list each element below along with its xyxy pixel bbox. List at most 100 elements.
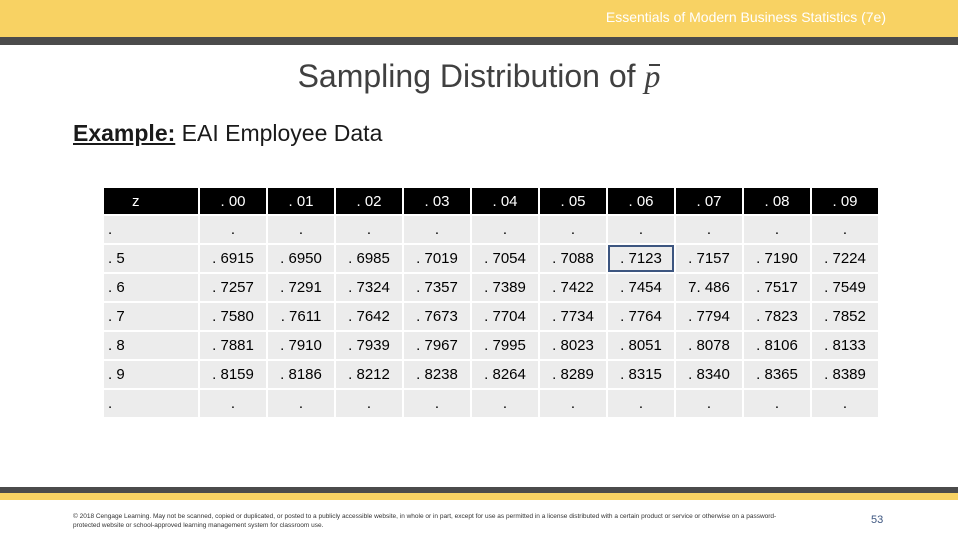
table-cell: .	[540, 216, 606, 243]
table-row: . 5. 6915. 6950. 6985. 7019. 7054. 7088.…	[104, 245, 878, 272]
table-cell: . 7357	[404, 274, 470, 301]
column-header: . 00	[200, 188, 266, 214]
slide-title-text: Sampling Distribution of	[297, 58, 645, 94]
slide-title: Sampling Distribution of p	[0, 58, 958, 95]
table-cell: . 7019	[404, 245, 470, 272]
table-cell: 7. 486	[676, 274, 742, 301]
table-cell: . 7852	[812, 303, 878, 330]
z-table: z. 00. 01. 02. 03. 04. 05. 06. 07. 08. 0…	[102, 186, 880, 419]
copyright-notice: © 2018 Cengage Learning. May not be scan…	[73, 513, 777, 529]
table-cell: . 7910	[268, 332, 334, 359]
table-cell: . 7291	[268, 274, 334, 301]
table-cell: . 7580	[200, 303, 266, 330]
table-cell: .	[268, 216, 334, 243]
table-row: ...........	[104, 390, 878, 417]
table-cell: .	[676, 390, 742, 417]
table-cell: .	[540, 390, 606, 417]
table-cell: . 8078	[676, 332, 742, 359]
table-cell: . 7704	[472, 303, 538, 330]
row-header-cell: . 8	[104, 332, 198, 359]
table-cell: . 7190	[744, 245, 810, 272]
row-header-cell: .	[104, 390, 198, 417]
table-cell: .	[404, 390, 470, 417]
table-cell: . 7995	[472, 332, 538, 359]
table-cell: . 8212	[336, 361, 402, 388]
table-cell: . 8159	[200, 361, 266, 388]
table-cell: .	[812, 216, 878, 243]
example-label: Example:	[73, 120, 176, 146]
table-cell: . 7611	[268, 303, 334, 330]
column-header: z	[104, 188, 198, 214]
table-cell: . 8133	[812, 332, 878, 359]
example-text: EAI Employee Data	[175, 120, 383, 146]
table-cell: . 8023	[540, 332, 606, 359]
example-heading: Example: EAI Employee Data	[73, 120, 382, 147]
column-header: . 01	[268, 188, 334, 214]
table-cell: . 7764	[608, 303, 674, 330]
column-header: . 06	[608, 188, 674, 214]
table-cell: . 7324	[336, 274, 402, 301]
top-banner	[0, 0, 958, 37]
table-cell: . 7054	[472, 245, 538, 272]
table-row: . 7. 7580. 7611. 7642. 7673. 7704. 7734.…	[104, 303, 878, 330]
table-row: . 8. 7881. 7910. 7939. 7967. 7995. 8023.…	[104, 332, 878, 359]
row-header-cell: . 7	[104, 303, 198, 330]
table-cell: . 7224	[812, 245, 878, 272]
column-header: . 05	[540, 188, 606, 214]
table-cell: . 8340	[676, 361, 742, 388]
table-cell: . 7454	[608, 274, 674, 301]
column-header: . 08	[744, 188, 810, 214]
table-cell: . 8264	[472, 361, 538, 388]
row-header-cell: . 6	[104, 274, 198, 301]
table-row: ...........	[104, 216, 878, 243]
table-cell: .	[608, 390, 674, 417]
table-cell: . 7157	[676, 245, 742, 272]
table-cell: .	[200, 390, 266, 417]
bottom-divider	[0, 487, 958, 493]
column-header: . 04	[472, 188, 538, 214]
table-cell: . 8289	[540, 361, 606, 388]
table-cell: . 7389	[472, 274, 538, 301]
table-header-row: z. 00. 01. 02. 03. 04. 05. 06. 07. 08. 0…	[104, 188, 878, 214]
table-cell: . 7257	[200, 274, 266, 301]
table-cell: .	[336, 216, 402, 243]
table-cell: . 7794	[676, 303, 742, 330]
table-cell: .	[336, 390, 402, 417]
table-cell: . 7517	[744, 274, 810, 301]
table-cell: .	[404, 216, 470, 243]
table-cell: . 7734	[540, 303, 606, 330]
table-cell: . 7939	[336, 332, 402, 359]
column-header: . 07	[676, 188, 742, 214]
table-cell: . 7088	[540, 245, 606, 272]
table-row: . 6. 7257. 7291. 7324. 7357. 7389. 7422.…	[104, 274, 878, 301]
table-cell: . 7673	[404, 303, 470, 330]
table-cell: . 7123	[608, 245, 674, 272]
table-cell: . 8389	[812, 361, 878, 388]
table-cell: . 7967	[404, 332, 470, 359]
table-cell: . 7422	[540, 274, 606, 301]
table-cell: .	[744, 216, 810, 243]
table-cell: . 8186	[268, 361, 334, 388]
table-cell: .	[472, 216, 538, 243]
table-cell: . 7549	[812, 274, 878, 301]
column-header: . 09	[812, 188, 878, 214]
row-header-cell: . 5	[104, 245, 198, 272]
column-header: . 03	[404, 188, 470, 214]
row-header-cell: . 9	[104, 361, 198, 388]
row-header-cell: .	[104, 216, 198, 243]
table-cell: .	[608, 216, 674, 243]
table-cell: . 6985	[336, 245, 402, 272]
table-cell: .	[200, 216, 266, 243]
book-title: Essentials of Modern Business Statistics…	[605, 9, 886, 25]
table-row: . 9. 8159. 8186. 8212. 8238. 8264. 8289.…	[104, 361, 878, 388]
table-cell: . 7642	[336, 303, 402, 330]
top-divider	[0, 37, 958, 45]
table-cell: . 8365	[744, 361, 810, 388]
table-cell: . 8315	[608, 361, 674, 388]
p-bar-symbol: p	[644, 58, 661, 94]
bottom-banner	[0, 493, 958, 500]
table-cell: .	[812, 390, 878, 417]
table-cell: . 7823	[744, 303, 810, 330]
table-cell: . 8051	[608, 332, 674, 359]
table-cell: . 8106	[744, 332, 810, 359]
